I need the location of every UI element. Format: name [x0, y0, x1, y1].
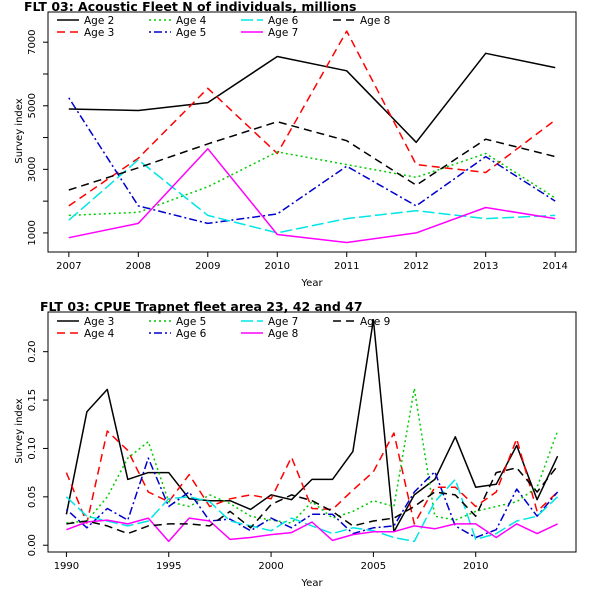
acoustic-fleet-chart: FLT 03: Acoustic Fleet N of individuals,… [14, 0, 577, 289]
legend-label: Age 9 [360, 316, 390, 328]
x-tick-label: 2011 [334, 261, 359, 272]
legend-label: Age 6 [176, 328, 207, 340]
series-line-age-3 [68, 30, 556, 207]
series-line-age-5 [68, 97, 556, 225]
series-line-age-7 [68, 147, 556, 244]
x-tick-label: 2012 [403, 261, 428, 272]
y-tick-label: 0.05 [27, 486, 38, 508]
x-tick-label: 2000 [258, 561, 283, 572]
legend-label: Age 3 [84, 316, 114, 328]
series-line-age-9 [66, 465, 559, 535]
y-tick-label: 1000 [27, 220, 38, 245]
series-line-age-4 [65, 430, 559, 525]
legend-label: Age 5 [176, 27, 206, 39]
x-tick-label: 1995 [156, 561, 181, 572]
legend-label: Age 4 [176, 15, 207, 27]
legend-label: Age 4 [84, 328, 115, 340]
x-tick-label: 2008 [126, 261, 151, 272]
x-axis-label: Year [300, 578, 323, 589]
x-tick-label: 2010 [463, 561, 488, 572]
legend-label: Age 8 [360, 15, 390, 27]
legend-label: Age 7 [268, 316, 298, 328]
series-line-age-8 [66, 517, 558, 543]
chart-title: FLT 03: CPUE Trapnet fleet area 23, 42 a… [40, 299, 363, 314]
series-line-age-4 [68, 151, 556, 217]
y-tick-label: 0.00 [27, 534, 38, 556]
legend-label: Age 6 [268, 15, 299, 27]
legend-label: Age 2 [84, 15, 114, 27]
trapnet-cpue-chart: FLT 03: CPUE Trapnet fleet area 23, 42 a… [14, 299, 577, 589]
x-tick-label: 2013 [473, 261, 498, 272]
legend-label: Age 3 [84, 27, 114, 39]
y-axis-label: Survey index [14, 98, 25, 163]
x-tick-label: 2005 [361, 561, 386, 572]
legend-label: Age 8 [268, 328, 298, 340]
y-tick-label: 3000 [27, 157, 38, 182]
legend-label: Age 7 [268, 27, 298, 39]
y-tick-label: 0.20 [27, 341, 38, 363]
y-tick-label: 7000 [27, 29, 38, 54]
series-line-age-3 [65, 318, 559, 533]
y-tick-label: 5000 [27, 93, 38, 118]
legend-label: Age 5 [176, 316, 206, 328]
series-line-age-6 [68, 159, 556, 234]
series-line-age-5 [66, 387, 559, 524]
series-line-age-2 [68, 52, 556, 144]
x-tick-label: 2007 [56, 261, 81, 272]
y-tick-label: 0.15 [27, 389, 38, 411]
x-tick-label: 1990 [54, 561, 79, 572]
series-line-age-7 [65, 478, 559, 543]
chart-title: FLT 03: Acoustic Fleet N of individuals,… [24, 0, 356, 14]
y-axis-label: Survey index [14, 398, 25, 463]
series-line-age-8 [68, 120, 556, 191]
plot-frame [47, 311, 577, 553]
x-tick-label: 2010 [265, 261, 290, 272]
x-tick-label: 2009 [195, 261, 220, 272]
x-tick-label: 2014 [542, 261, 567, 272]
plot-frame [47, 11, 577, 253]
x-axis-label: Year [300, 278, 323, 289]
y-tick-label: 0.10 [27, 437, 38, 459]
